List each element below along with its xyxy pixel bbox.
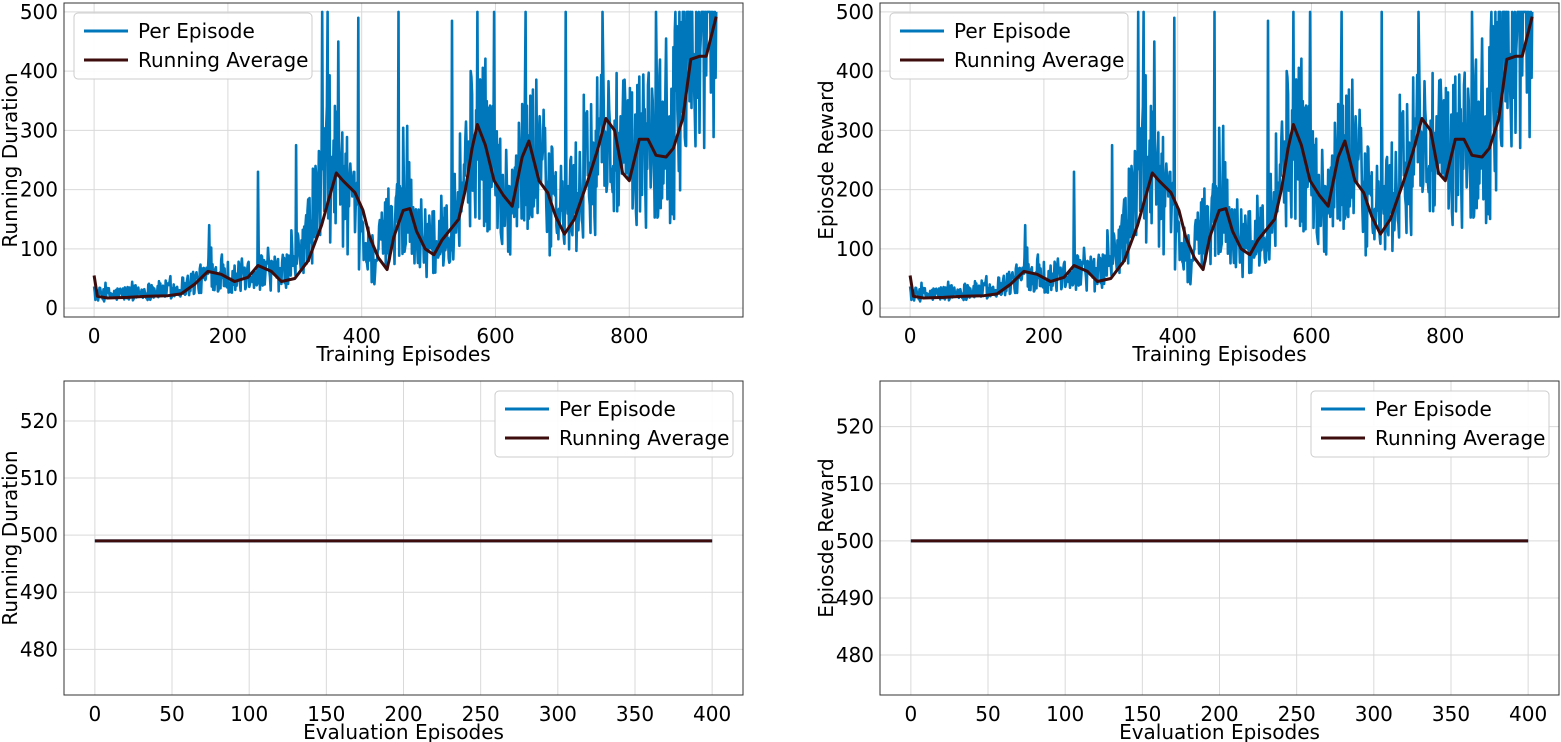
series-per-episode-line (908, 10, 1534, 303)
y-tick-label: 300 (20, 118, 58, 142)
x-tick-label: 50 (159, 702, 184, 726)
x-tick-label: 400 (343, 324, 381, 348)
y-tick-label: 520 (836, 415, 874, 439)
plot-frame (63, 380, 744, 696)
series-per-episode-line (92, 10, 718, 303)
legend-label: Running Average (954, 48, 1124, 72)
y-tick-label: 200 (836, 178, 874, 202)
legend: Per Episode Running Average (494, 390, 734, 458)
y-tick-label: 510 (836, 472, 874, 496)
y-tick-label: 520 (20, 409, 58, 433)
x-axis-title: Training Episodes (1131, 342, 1306, 366)
x-tick-label: 150 (1123, 702, 1161, 726)
x-tick-label: 250 (1278, 702, 1316, 726)
plot-frame (879, 380, 1560, 696)
legend-label: Running Average (559, 426, 729, 450)
plot-frame (879, 2, 1560, 318)
legend-label: Per Episode (1375, 397, 1492, 421)
y-tick-label: 500 (20, 523, 58, 547)
x-tick-label: 200 (1200, 702, 1238, 726)
x-tick-label: 250 (462, 702, 500, 726)
legend-label: Running Average (1375, 426, 1545, 450)
evaluation-reward-chart: 0 50 100 150 200 250 300 350 400 480 490 500 510 520 E… (814, 380, 1560, 742)
legend-label: Per Episode (138, 19, 255, 43)
x-tick-label: 400 (693, 702, 731, 726)
x-tick-label: 150 (307, 702, 345, 726)
legend-box (1310, 390, 1550, 458)
x-axis-title: Training Episodes (315, 342, 490, 366)
x-tick-label: 300 (1355, 702, 1393, 726)
x-tick-label: 100 (1046, 702, 1084, 726)
series-running-average-line (908, 16, 1534, 300)
y-tick-label: 0 (45, 296, 58, 320)
y-axis-title: Epiosde Reward (814, 458, 838, 617)
y-tick-label: 480 (836, 643, 874, 667)
x-tick-label: 300 (539, 702, 577, 726)
y-tick-label: 400 (20, 59, 58, 83)
y-axis-title: Running Duration (0, 72, 22, 247)
y-tick-label: 490 (20, 580, 58, 604)
training-reward-chart: 0 200 400 600 800 0 100 200 300 400 500 Training Ep… (814, 0, 1560, 366)
x-axis-title: Evaluation Episodes (303, 720, 504, 742)
legend-label: Running Average (138, 48, 308, 72)
evaluation-duration-chart: 0 50 100 150 200 250 300 350 400 480 490 500 510 520 E… (0, 380, 744, 742)
y-axis-title: Running Duration (0, 450, 22, 625)
y-tick-label: 200 (20, 178, 58, 202)
x-tick-label: 0 (88, 324, 101, 348)
x-tick-label: 600 (476, 324, 514, 348)
x-tick-label: 800 (1426, 324, 1464, 348)
x-tick-label: 400 (1509, 702, 1547, 726)
x-tick-label: 50 (975, 702, 1000, 726)
y-axis-title: Epiosde Reward (814, 80, 838, 239)
legend-label: Per Episode (954, 19, 1071, 43)
plot-frame (63, 2, 744, 318)
y-tick-label: 100 (20, 237, 58, 261)
y-tick-label: 490 (836, 586, 874, 610)
legend: Per Episode Running Average (889, 12, 1129, 80)
x-tick-label: 350 (1432, 702, 1470, 726)
x-tick-label: 200 (209, 324, 247, 348)
legend-label: Per Episode (559, 397, 676, 421)
training-duration-chart: 0 200 400 600 800 0 100 200 300 400 500 Training Ep… (0, 0, 744, 366)
y-tick-label: 300 (836, 118, 874, 142)
y-tick-label: 500 (836, 0, 874, 24)
legend: Per Episode Running Average (1310, 390, 1550, 458)
x-axis-title: Evaluation Episodes (1119, 720, 1320, 742)
legend-box (494, 390, 734, 458)
x-tick-label: 400 (1159, 324, 1197, 348)
x-tick-label: 200 (1025, 324, 1063, 348)
y-tick-label: 500 (836, 529, 874, 553)
legend-box (889, 12, 1129, 80)
y-tick-label: 400 (836, 59, 874, 83)
x-tick-label: 350 (616, 702, 654, 726)
x-tick-label: 0 (88, 702, 101, 726)
x-tick-label: 200 (384, 702, 422, 726)
y-tick-label: 100 (836, 237, 874, 261)
legend-box (73, 12, 313, 80)
x-tick-label: 100 (230, 702, 268, 726)
x-tick-label: 800 (610, 324, 648, 348)
x-tick-label: 600 (1292, 324, 1330, 348)
y-tick-label: 480 (20, 637, 58, 661)
series-running-average-line (92, 16, 718, 300)
x-tick-label: 0 (904, 324, 917, 348)
legend: Per Episode Running Average (73, 12, 313, 80)
x-tick-label: 0 (904, 702, 917, 726)
y-tick-label: 0 (861, 296, 874, 320)
y-tick-label: 500 (20, 0, 58, 24)
y-tick-label: 510 (20, 466, 58, 490)
